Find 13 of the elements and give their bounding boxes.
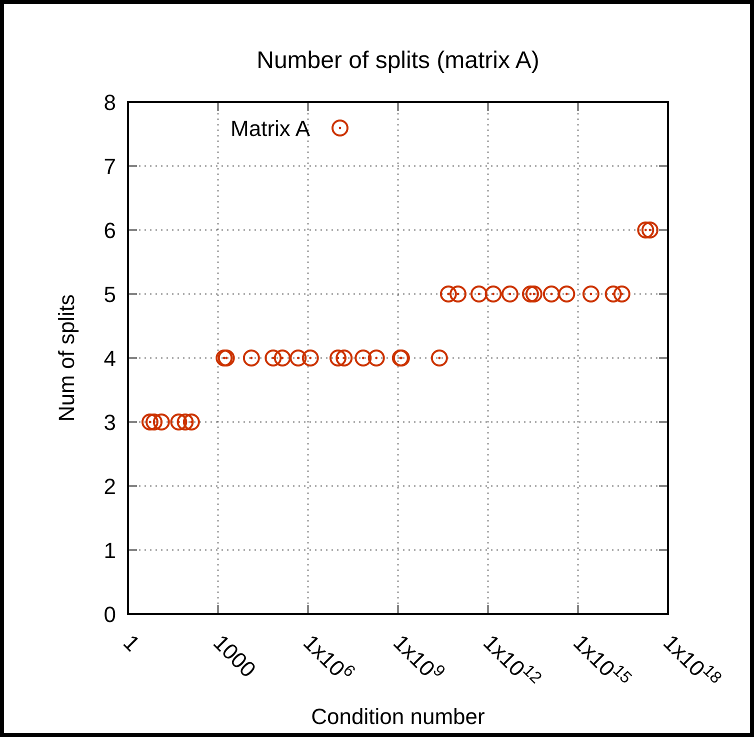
y-tick-label: 8 xyxy=(104,90,116,115)
y-tick-label: 3 xyxy=(104,410,116,435)
y-tick-label: 7 xyxy=(104,154,116,179)
y-tick-label: 5 xyxy=(104,282,116,307)
y-tick-label: 0 xyxy=(104,602,116,627)
y-axis-title: Num of splits xyxy=(54,294,79,422)
chart-title: Number of splits (matrix A) xyxy=(256,47,540,74)
x-axis-title: Condition number xyxy=(311,704,485,729)
y-tick-label: 6 xyxy=(104,218,116,243)
y-tick-label: 2 xyxy=(104,474,116,499)
y-tick-label: 4 xyxy=(104,346,116,371)
y-tick-label: 1 xyxy=(104,538,116,563)
legend-label: Matrix A xyxy=(230,116,310,141)
